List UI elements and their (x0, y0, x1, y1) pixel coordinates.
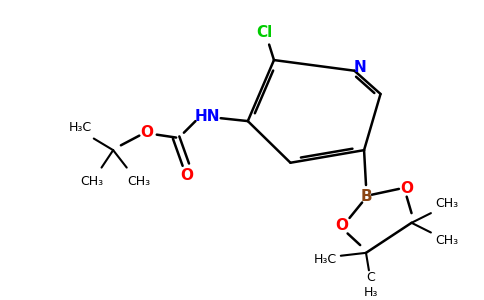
Text: O: O (335, 218, 348, 233)
Text: Cl: Cl (256, 26, 272, 40)
Text: O: O (140, 125, 153, 140)
Text: CH₃: CH₃ (80, 175, 104, 188)
Text: O: O (180, 168, 193, 183)
Text: B: B (360, 189, 372, 204)
Text: CH₃: CH₃ (435, 197, 458, 210)
Text: O: O (400, 182, 413, 196)
Text: HN: HN (195, 109, 220, 124)
Text: C
H₃: C H₃ (363, 271, 378, 299)
Text: H₃C: H₃C (314, 253, 337, 266)
Text: N: N (354, 60, 366, 75)
Text: CH₃: CH₃ (435, 234, 458, 247)
Text: CH₃: CH₃ (127, 175, 150, 188)
Text: H₃C: H₃C (69, 122, 92, 134)
